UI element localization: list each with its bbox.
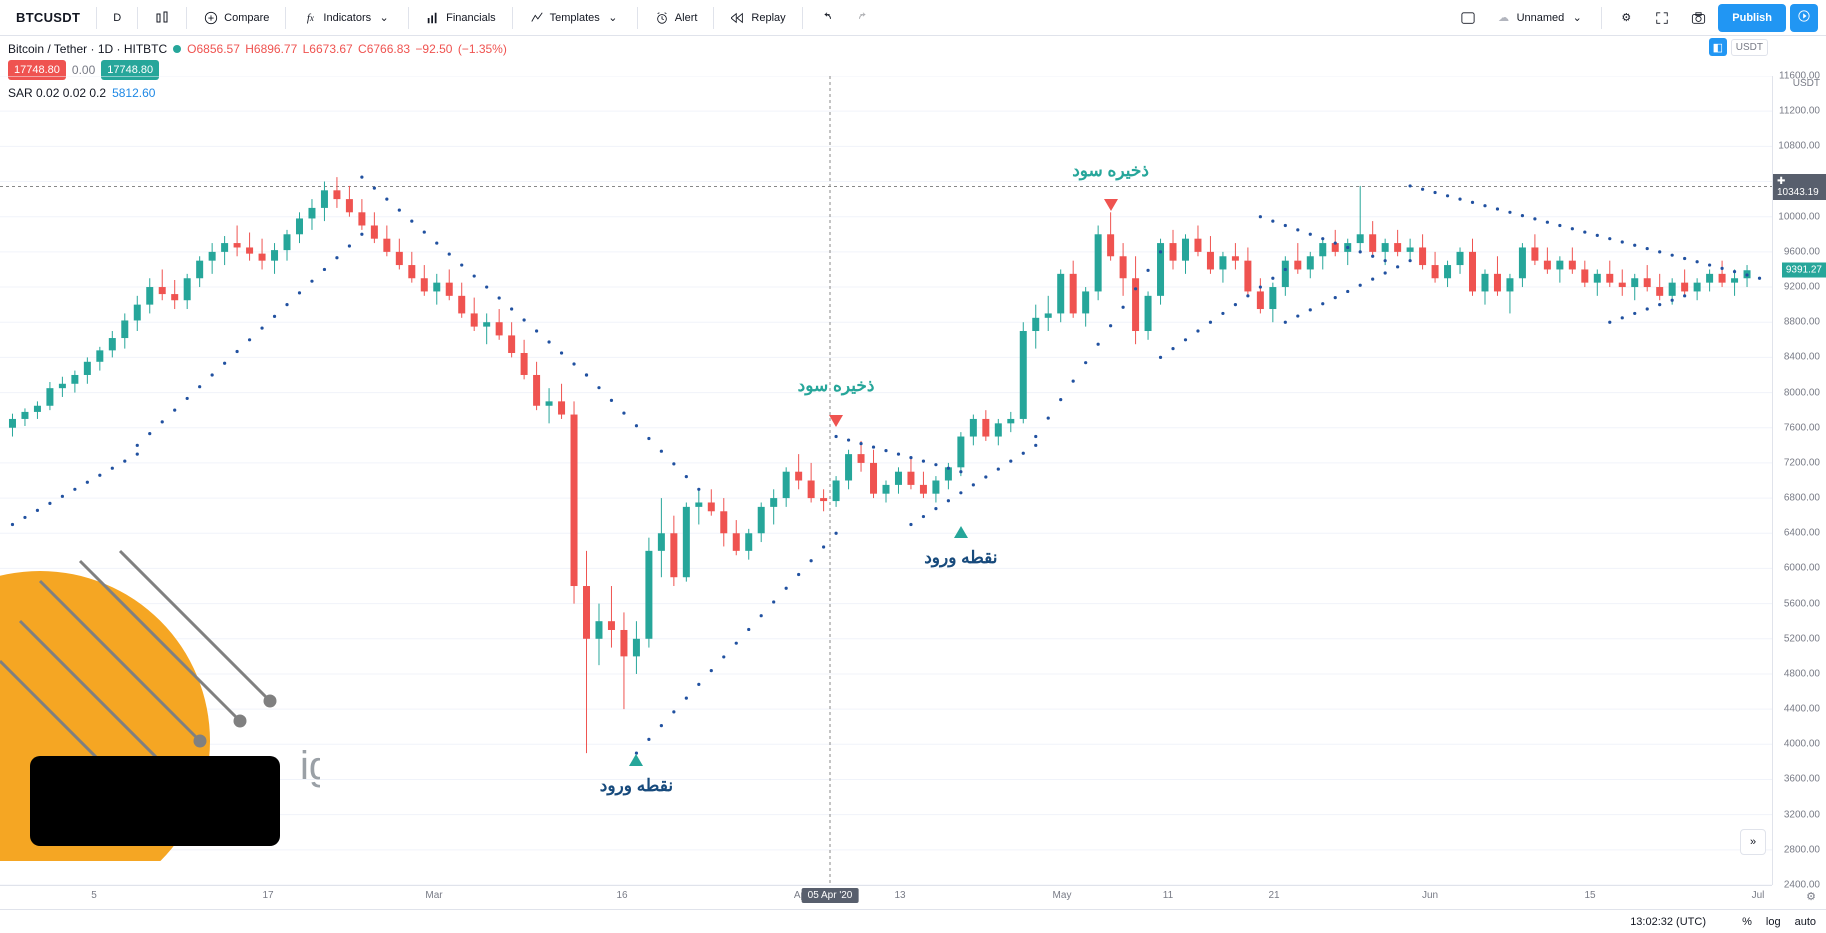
plus-circle-icon [203,10,219,26]
annotation-arrow-icon [829,415,843,427]
y-tick: 8000.00 [1784,387,1820,398]
crosshair-price-badge: ✚ 10343.19 [1773,174,1826,200]
cloud-icon: ☁ [1496,10,1512,26]
publish-button[interactable]: Publish [1718,4,1786,32]
settings-button[interactable]: ⚙ [1610,4,1642,32]
camera-icon [1690,10,1706,26]
auto-toggle[interactable]: auto [1795,916,1816,928]
y-tick: 8800.00 [1784,317,1820,328]
top-toolbar: BTCUSDT D Compare fxIndicators⌄ Financia… [0,0,1826,36]
x-tick: 5 [91,890,97,901]
y-tick: 11600.00 [1779,71,1820,82]
y-tick: 5200.00 [1784,633,1820,644]
y-tick: 9600.00 [1784,246,1820,257]
x-tick: 15 [1584,890,1595,901]
compare-button[interactable]: Compare [195,4,277,32]
gear-icon: ⚙ [1806,890,1816,903]
y-tick: 4000.00 [1784,739,1820,750]
replay-icon [730,10,746,26]
y-tick: 10800.00 [1778,141,1820,152]
chevron-down-icon: ⌄ [605,10,621,26]
undo-icon [819,10,835,26]
axis-settings-button[interactable]: ⚙ [1802,887,1820,905]
collapse-button[interactable]: » [1740,829,1766,855]
annotation-label: ذخیره سود [1061,161,1161,181]
snapshot-button[interactable] [1682,4,1714,32]
y-tick: 10000.00 [1778,211,1820,222]
chevron-down-icon: ⌄ [376,10,392,26]
annotation-arrow-icon [1104,199,1118,211]
x-tick: 21 [1268,890,1279,901]
y-tick: 2800.00 [1784,844,1820,855]
y-tick: 6800.00 [1784,493,1820,504]
clock: 13:02:32 (UTC) [1630,916,1706,928]
gear-icon: ⚙ [1618,10,1634,26]
y-tick: 4400.00 [1784,704,1820,715]
layout-name-button[interactable]: ☁Unnamed⌄ [1488,4,1594,32]
x-tick: Jun [1422,890,1438,901]
x-tick: 17 [262,890,273,901]
candles-icon [154,10,170,26]
y-tick: 11200.00 [1779,106,1820,117]
chevron-down-icon: ⌄ [1569,10,1585,26]
undo-button[interactable] [811,4,843,32]
x-axis[interactable]: 517Mar16Ap13May1121Jun15Jul1305 Apr '20 [0,885,1772,909]
layout-icon [1460,10,1476,26]
y-tick: 6000.00 [1784,563,1820,574]
x-tick: May [1053,890,1072,901]
chart-pane[interactable]: ذخیره سودذخیره سودنقطه ورودنقطه ورود igi… [0,76,1772,885]
caret-right-icon [1798,10,1810,25]
log-toggle[interactable]: log [1766,916,1781,928]
y-axis[interactable]: USDT 2400.002800.003200.003600.004000.00… [1772,76,1826,885]
y-tick: 3200.00 [1784,809,1820,820]
alarm-icon [654,10,670,26]
templates-button[interactable]: Templates⌄ [521,4,629,32]
redo-icon [855,10,871,26]
x-tick: 13 [894,890,905,901]
symbol-button[interactable]: BTCUSDT [8,4,88,32]
x-tick: Jul [1752,890,1765,901]
alert-button[interactable]: Alert [646,4,706,32]
y-tick: 9200.00 [1784,282,1820,293]
y-tick: 7200.00 [1784,457,1820,468]
annotation-arrow-icon [954,526,968,538]
annotation-label: ذخیره سود [786,376,886,396]
x-tick: 11 [1163,890,1173,901]
percent-toggle[interactable]: % [1742,916,1752,928]
y-tick: 7600.00 [1784,422,1820,433]
fullscreen-button[interactable] [1646,4,1678,32]
y-tick: 5600.00 [1784,598,1820,609]
financials-button[interactable]: Financials [417,4,504,32]
template-icon [529,10,545,26]
fx-icon: fx [302,10,318,26]
y-tick: 4800.00 [1784,668,1820,679]
redo-button[interactable] [847,4,879,32]
y-tick: 3600.00 [1784,774,1820,785]
replay-button[interactable]: Replay [722,4,793,32]
y-tick: 8400.00 [1784,352,1820,363]
fullscreen-icon [1654,10,1670,26]
double-chevron-right-icon: » [1750,836,1756,848]
candle-style-button[interactable] [146,4,178,32]
chart-area[interactable]: ذخیره سودذخیره سودنقطه ورودنقطه ورود igi… [0,36,1826,909]
x-tick: Mar [425,890,442,901]
x-tick: 16 [616,890,627,901]
annotation-arrow-icon [629,754,643,766]
bottom-bar: 13:02:32 (UTC) % log auto [0,909,1826,933]
annotation-label: نقطه ورود [911,548,1011,568]
interval-button[interactable]: D [105,4,129,32]
y-tick: 6400.00 [1784,528,1820,539]
layout-button[interactable] [1452,4,1484,32]
indicators-button[interactable]: fxIndicators⌄ [294,4,400,32]
current-price-badge: 9391.27 [1782,263,1826,278]
quick-action-button[interactable] [1790,4,1818,32]
annotation-label: نقطه ورود [586,776,686,796]
price-chart[interactable] [0,76,1772,885]
crosshair-date-badge: 05 Apr '20 [802,888,859,903]
bars-icon [425,10,441,26]
